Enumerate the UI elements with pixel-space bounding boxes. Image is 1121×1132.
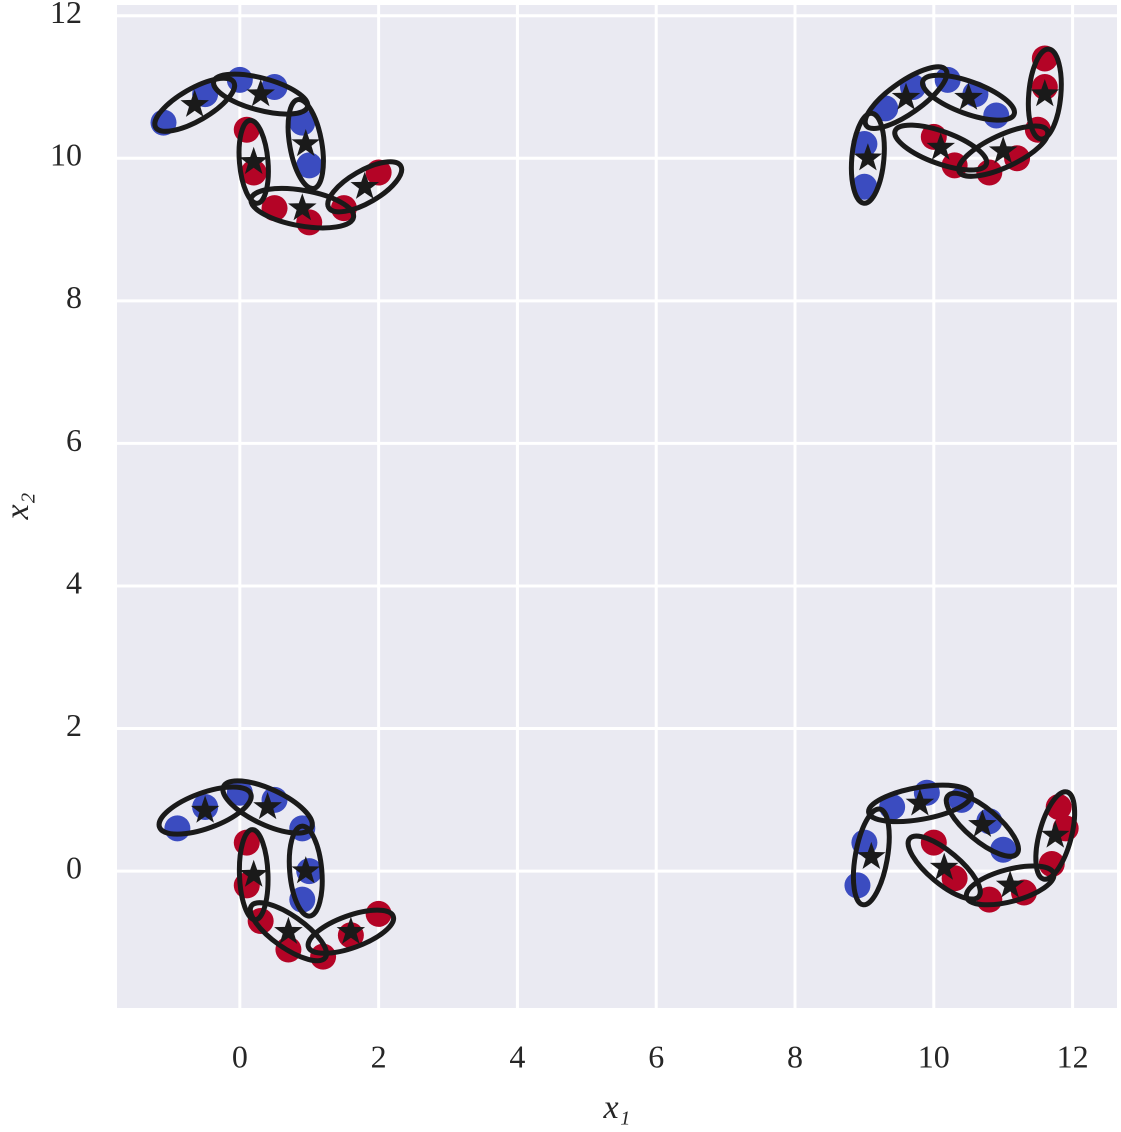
center-star [968,809,997,837]
ellipse [848,110,887,206]
center-star [1041,820,1070,848]
y-tick-label: 10 [50,137,82,173]
point [851,131,878,158]
center-star [291,856,320,884]
x-tick-label: 12 [1057,1038,1089,1074]
ellipse [866,782,974,825]
x-tick-label: 2 [371,1038,387,1074]
x-tick-label: 6 [648,1038,664,1074]
point [247,908,274,935]
center-star [239,859,268,887]
ellipse [305,907,397,956]
center-star [905,788,935,816]
point [365,900,392,927]
ellipse [892,122,990,173]
ellipse [1033,789,1078,882]
center-star [857,841,886,869]
y-tick-label: 2 [66,707,82,743]
center-star [239,146,268,174]
y-tick-label: 12 [50,0,82,30]
center-star [929,852,959,880]
ellipse [850,806,892,908]
ellipse [1025,46,1064,142]
center-star [926,132,955,160]
y-tick-label: 6 [66,422,82,458]
point [164,815,191,842]
y-tick-label: 8 [66,279,82,315]
x-tick-label: 10 [918,1038,950,1074]
center-star [246,79,275,107]
point [289,109,316,136]
center-star [853,143,883,171]
center-star [291,129,320,157]
ellipse [220,778,315,836]
x-tick-label: 0 [232,1038,248,1074]
point [240,159,267,186]
center-star [180,89,209,117]
ellipse [285,96,326,192]
center-star [995,870,1025,898]
ellipse [248,185,357,231]
ellipse [862,64,950,131]
ellipse [247,900,329,964]
y-axis-label: x₂ [0,493,36,521]
point [983,102,1010,129]
y-tick-label: 0 [66,849,82,885]
center-star [1030,79,1060,107]
point [851,173,878,200]
center-star [274,916,303,944]
center-star [190,795,220,823]
center-star [253,792,282,820]
center-star [350,171,379,199]
center-star [988,136,1018,164]
ellipse [905,833,983,902]
ellipse [236,117,271,206]
ellipse [325,159,405,215]
x-tick-label: 4 [509,1038,525,1074]
y-tick-label: 4 [66,564,82,600]
center-star [288,193,317,221]
center-star [891,82,921,110]
ellipse [943,790,1021,859]
center-star [336,916,366,944]
ellipse [956,123,1051,179]
x-tick-label: 8 [787,1038,803,1074]
center-star [954,82,983,110]
ellipse [286,823,325,919]
x-axis-label: x₁ [603,1089,631,1126]
ellipse [920,72,1017,123]
ellipse [156,784,254,837]
point [296,152,323,179]
ellipse [152,75,238,134]
